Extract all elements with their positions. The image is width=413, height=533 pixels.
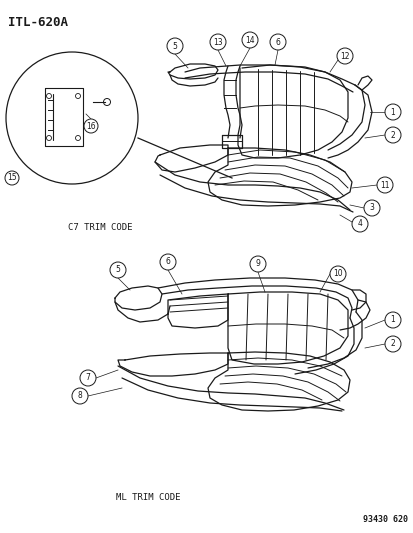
Circle shape: [84, 119, 98, 133]
Circle shape: [384, 127, 400, 143]
Circle shape: [242, 32, 257, 48]
Circle shape: [384, 336, 400, 352]
Text: ITL-620A: ITL-620A: [8, 16, 68, 29]
Circle shape: [249, 256, 266, 272]
Circle shape: [166, 38, 183, 54]
Text: 4: 4: [357, 220, 361, 229]
Circle shape: [384, 104, 400, 120]
Text: ML TRIM CODE: ML TRIM CODE: [116, 494, 180, 503]
Circle shape: [80, 370, 96, 386]
Circle shape: [336, 48, 352, 64]
Circle shape: [72, 388, 88, 404]
Circle shape: [159, 254, 176, 270]
Circle shape: [209, 34, 225, 50]
Text: 2: 2: [390, 131, 394, 140]
Text: 5: 5: [172, 42, 177, 51]
Circle shape: [329, 266, 345, 282]
Circle shape: [363, 200, 379, 216]
Text: C7 TRIM CODE: C7 TRIM CODE: [68, 223, 132, 232]
Text: 10: 10: [332, 270, 342, 279]
Text: 93430 620: 93430 620: [362, 515, 407, 524]
Circle shape: [376, 177, 392, 193]
Text: 5: 5: [115, 265, 120, 274]
Text: 1: 1: [390, 316, 394, 325]
Text: 9: 9: [255, 260, 260, 269]
Text: 2: 2: [390, 340, 394, 349]
Text: 3: 3: [369, 204, 373, 213]
Text: 13: 13: [213, 37, 222, 46]
Circle shape: [110, 262, 126, 278]
Circle shape: [351, 216, 367, 232]
Text: 12: 12: [339, 52, 349, 61]
Text: 14: 14: [244, 36, 254, 44]
Text: 1: 1: [390, 108, 394, 117]
Text: 16: 16: [86, 122, 95, 131]
Circle shape: [384, 312, 400, 328]
Circle shape: [269, 34, 285, 50]
Text: 11: 11: [379, 181, 389, 190]
Text: 6: 6: [165, 257, 170, 266]
Circle shape: [5, 171, 19, 185]
Text: 8: 8: [78, 392, 82, 400]
Text: 6: 6: [275, 37, 280, 46]
Text: 15: 15: [7, 174, 17, 182]
Text: 7: 7: [85, 374, 90, 383]
